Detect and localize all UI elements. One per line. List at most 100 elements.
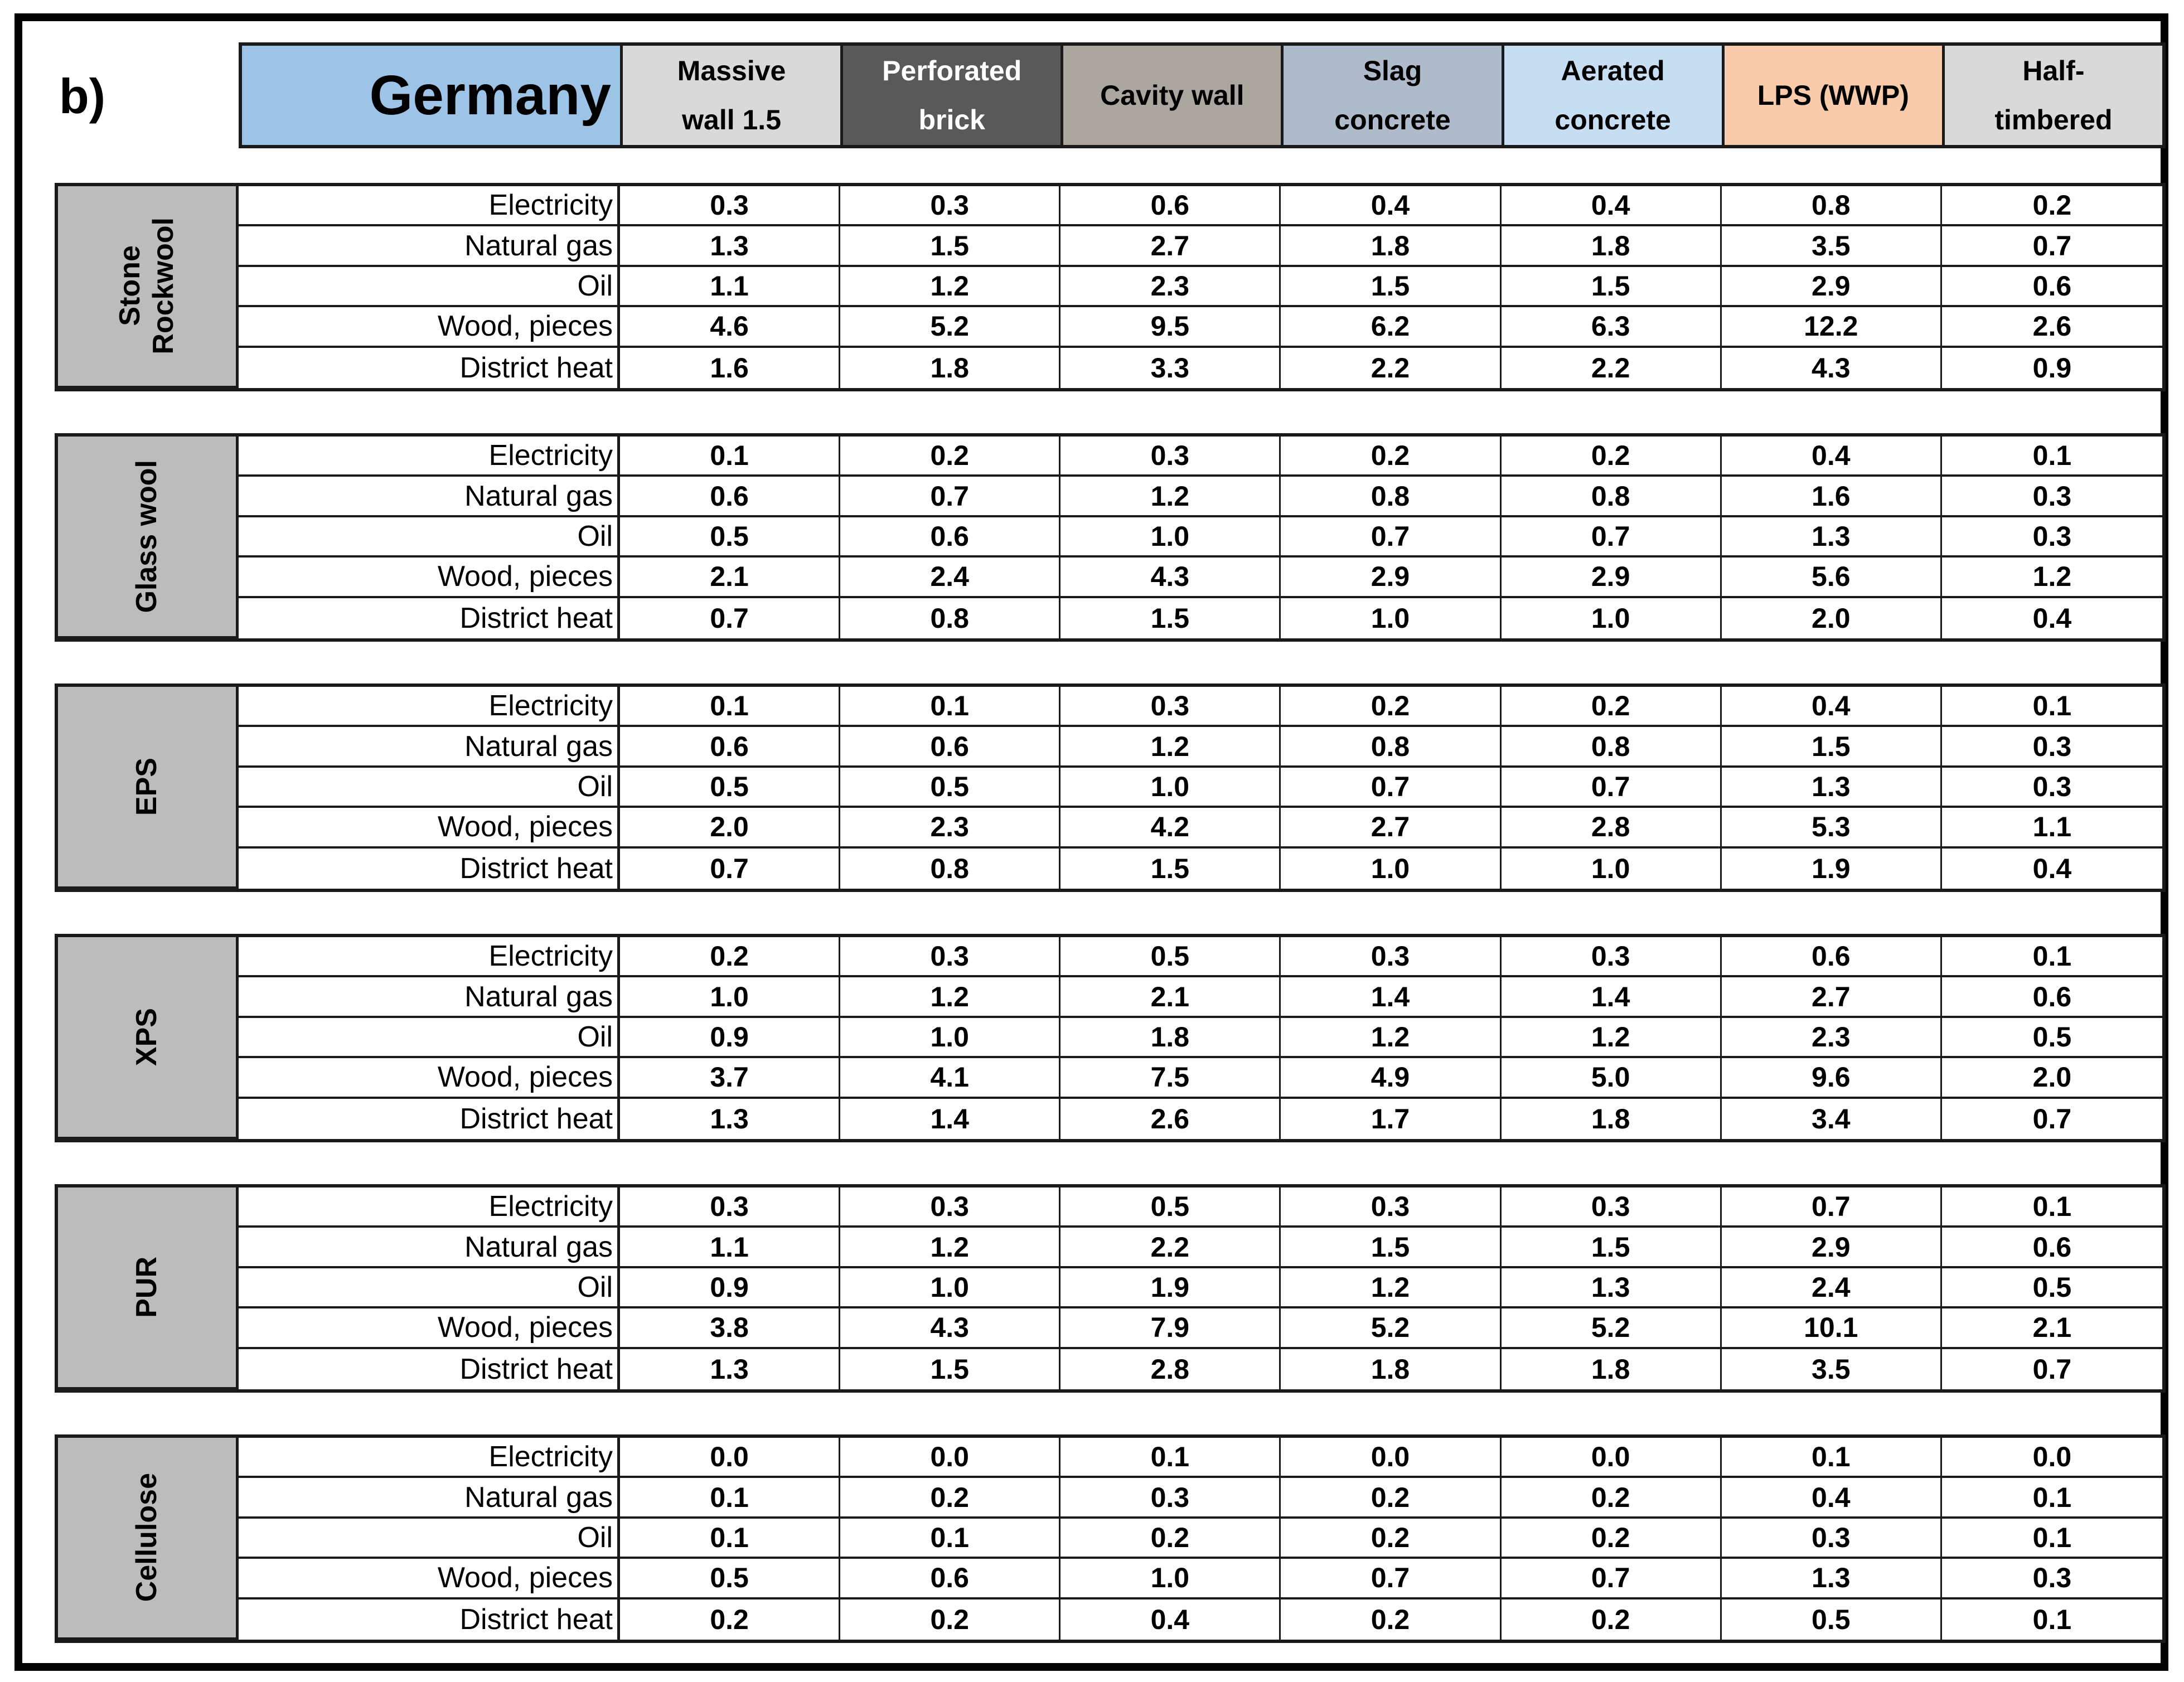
value-cell: 0.2 [840,1478,1061,1519]
energy-row-label: Wood, pieces [239,1559,620,1599]
value-cell: 1.1 [620,266,841,308]
insulation-name-cell: XPS [58,937,239,1139]
wall-column-header: Half-timbered [1941,46,2162,145]
energy-row-label: Natural gas [239,977,620,1018]
figure-border [14,13,2168,1671]
energy-row-label: Electricity [239,937,620,978]
value-cell: 0.7 [1281,767,1502,808]
value-cell: 2.2 [1060,1228,1281,1268]
value-cell: 0.3 [620,1187,841,1228]
value-cell: 0.1 [840,1518,1061,1559]
value-cell: 1.0 [1060,517,1281,558]
value-cell: 0.0 [1941,1438,2162,1479]
value-cell: 1.2 [840,1228,1061,1268]
wall-column-header: Perforated brick [840,46,1061,145]
value-cell: 0.2 [840,1599,1061,1640]
value-cell: 5.6 [1721,558,1942,598]
value-cell: 1.9 [1722,848,1942,889]
value-cell: 1.5 [1501,1228,1722,1268]
value-cell: 6.3 [1501,307,1722,348]
insulation-name-label: PUR [130,1257,163,1318]
energy-row-label: Natural gas [239,477,620,517]
value-cell: 1.8 [840,347,1061,388]
energy-row-label: District heat [239,598,620,638]
value-cell: 0.1 [1941,1519,2162,1559]
value-cell: 0.3 [840,1187,1061,1228]
value-cell: 0.9 [2032,352,2072,384]
wall-column-label-line1: Aerated [1561,55,1665,86]
value-cell: 1.5 [1060,848,1281,889]
value-cell: 0.8 [840,598,1061,638]
value-cell: 1.2 [1060,477,1281,517]
value-cell: 2.7 [1060,226,1281,267]
value-cell: 0.1 [1060,1438,1281,1479]
insulation-block: Glass wool Electricity 0.1 0.2 0.3 0.2 0.2 0.4 0… [55,433,2166,642]
value-cell: 0.5 [620,1559,841,1599]
value-cell: 5.3 [1721,808,1942,849]
value-cell: 1.0 [620,977,841,1018]
value-cell: 0.3 [1721,1518,1942,1559]
value-cell: 1.9 [1060,1268,1281,1309]
value-cell: 0.7 [620,598,841,638]
value-cell: 0.2 [620,937,841,978]
value-cell: 0.1 [1941,437,2162,477]
value-cell: 0.4 [1281,186,1502,227]
energy-row-label: Electricity [239,1438,620,1479]
insulation-name-cell: PUR [58,1187,239,1389]
energy-row-label: Natural gas [239,226,620,267]
value-cell: 1.5 [1721,727,1942,768]
value-cell: 0.3 [620,186,841,227]
value-cell: 0.3 [840,937,1061,978]
country-header-label: Germany [369,64,611,127]
value-cell: 1.8 [1281,226,1502,267]
energy-row-label: District heat [239,1349,620,1389]
value-cell: 0.2 [1502,1599,1722,1640]
value-cell: 2.8 [1501,808,1722,849]
value-cell: 0.2 [1281,1478,1502,1519]
value-cell: 1.6 [1721,477,1942,517]
energy-row-label: Oil [239,266,620,308]
value-cell: 4.6 [620,307,841,348]
value-cell: 3.3 [1060,347,1281,388]
value-cell: 1.3 [620,1349,841,1389]
value-cell: 0.1 [620,687,841,728]
value-cell: 0.4 [1721,687,1942,728]
value-cell: 0.1 [840,687,1061,728]
value-cell: 0.3 [1060,1478,1281,1519]
value-cell: 0.0 [620,1438,841,1479]
value-cell: 0.3 [1941,1559,2162,1599]
value-cell: 0.5 [840,767,1061,808]
insulation-block: PUR Electricity 0.3 0.3 0.5 0.3 0.3 0.7 0.1 Natur… [55,1184,2166,1393]
energy-row-label: District heat [239,1098,620,1139]
value-cell: 1.5 [1060,598,1281,638]
value-cell: 0.2 [1281,1599,1502,1640]
wall-column-label-line2: timbered [1994,104,2113,135]
wall-column-header: Cavity wall [1060,46,1281,145]
value-cell: 1.5 [1281,1228,1502,1268]
energy-row-label: Natural gas [239,1228,620,1268]
value-cell: 3.4 [1722,1098,1942,1139]
value-cell: 0.4 [2032,602,2072,634]
wall-column-label-line1: LPS (WWP) [1757,80,1909,111]
value-cell: 1.3 [620,226,841,267]
value-cell: 0.1 [620,1518,841,1559]
value-cell: 1.8 [1502,1098,1722,1139]
value-cell: 2.7 [1721,977,1942,1018]
value-cell: 1.0 [1281,848,1502,889]
value-cell: 0.4 [1721,437,1942,477]
value-cell: 4.9 [1281,1058,1502,1099]
value-cell: 7.5 [1060,1058,1281,1099]
value-cell: 2.0 [1941,1058,2162,1099]
value-cell: 1.0 [1060,1559,1281,1599]
value-cell: 2.8 [1060,1349,1281,1389]
value-cell: 5.2 [1501,1308,1722,1349]
energy-row-label: Electricity [239,687,620,728]
value-cell: 0.1 [1941,1478,2162,1519]
value-cell: 2.9 [1721,1228,1942,1268]
value-cell: 0.7 [1501,767,1722,808]
insulation-block: Stone Rockwool Electricity 0.3 0.3 0.6 0.4 0.4… [55,183,2166,391]
energy-row-label: Wood, pieces [239,1308,620,1349]
value-cell: 2.6 [1060,1098,1281,1139]
value-cell: 2.3 [840,808,1061,849]
value-cell: 1.7 [1281,1098,1502,1139]
